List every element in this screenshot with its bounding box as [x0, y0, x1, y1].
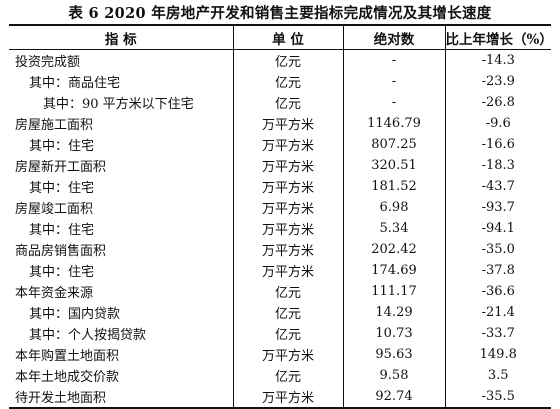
- row-indicator: 其中：商品住宅: [29, 76, 121, 91]
- row-unit: 万平方米: [232, 239, 343, 260]
- row-indicator: 房屋施工面积: [15, 118, 94, 133]
- row-absolute: 92.74: [342, 386, 445, 408]
- row-growth: -16.6: [444, 134, 551, 155]
- table-row: 其中：住宅 万平方米 5.34 -94.1: [9, 218, 551, 239]
- row-growth: -35.0: [444, 239, 551, 260]
- row-indicator: 其中：国内贷款: [29, 307, 121, 322]
- row-growth: -93.7: [444, 197, 551, 218]
- row-unit: 亿元: [232, 92, 343, 113]
- row-absolute: 202.42: [342, 239, 445, 260]
- row-indicator: 其中：住宅: [29, 181, 95, 196]
- table-row: 房屋施工面积 万平方米 1146.79 -9.6: [9, 113, 551, 134]
- row-unit: 万平方米: [232, 155, 343, 176]
- row-unit: 万平方米: [232, 197, 343, 218]
- header-row: 指 标 单 位 绝对数 比上年增长（%）: [9, 25, 551, 50]
- row-unit: 亿元: [232, 323, 343, 344]
- table-title: 表 6 2020 年房地产开发和销售主要指标完成情况及其增长速度: [68, 5, 492, 22]
- table-row: 其中：个人按揭贷款 亿元 10.73 -33.7: [9, 323, 551, 344]
- row-growth: -43.7: [444, 176, 551, 197]
- row-indicator: 其中：90 平方米以下住宅: [43, 97, 194, 112]
- header-absolute: 绝对数: [342, 25, 445, 50]
- row-absolute: 5.34: [342, 218, 445, 239]
- header-indicator: 指 标: [9, 25, 233, 50]
- row-absolute: 6.98: [342, 197, 445, 218]
- row-unit: 万平方米: [232, 113, 343, 134]
- row-absolute: 807.25: [342, 134, 445, 155]
- real-estate-table: 指 标 单 位 绝对数 比上年增长（%） 投资完成额 亿元 - -14.3 其中：商品住…: [9, 24, 551, 409]
- row-growth: -94.1: [444, 218, 551, 239]
- row-absolute: 14.29: [342, 302, 445, 323]
- row-indicator: 投资完成额: [15, 55, 81, 70]
- row-indicator: 其中：住宅: [29, 223, 95, 238]
- table-row: 其中：90 平方米以下住宅 亿元 - -26.8: [9, 92, 551, 113]
- row-indicator: 其中：个人按揭贷款: [29, 328, 147, 343]
- row-unit: 亿元: [232, 302, 343, 323]
- row-growth: -36.6: [444, 281, 551, 302]
- row-absolute: 9.58: [342, 365, 445, 386]
- row-indicator: 商品房销售面积: [15, 244, 107, 259]
- row-absolute: -: [342, 49, 445, 71]
- row-absolute: 181.52: [342, 176, 445, 197]
- row-growth: -18.3: [444, 155, 551, 176]
- row-indicator: 待开发土地面积: [15, 391, 107, 406]
- row-indicator: 本年资金来源: [15, 286, 94, 301]
- row-absolute: 1146.79: [342, 113, 445, 134]
- row-indicator: 其中：住宅: [29, 139, 95, 154]
- header-growth: 比上年增长（%）: [444, 25, 551, 50]
- row-growth: -14.3: [444, 49, 551, 71]
- header-unit: 单 位: [232, 25, 343, 50]
- row-unit: 亿元: [232, 49, 343, 71]
- table-row: 其中：住宅 万平方米 807.25 -16.6: [9, 134, 551, 155]
- row-unit: 万平方米: [232, 344, 343, 365]
- row-unit: 万平方米: [232, 386, 343, 408]
- row-growth: -21.4: [444, 302, 551, 323]
- table-body: 投资完成额 亿元 - -14.3 其中：商品住宅 亿元 - -23.9 其中：90 平方米以下住…: [9, 49, 551, 408]
- row-absolute: -: [342, 71, 445, 92]
- row-absolute: -: [342, 92, 445, 113]
- row-absolute: 320.51: [342, 155, 445, 176]
- row-growth: -35.5: [444, 386, 551, 408]
- table-row: 商品房销售面积 万平方米 202.42 -35.0: [9, 239, 551, 260]
- row-absolute: 111.17: [342, 281, 445, 302]
- row-unit: 亿元: [232, 365, 343, 386]
- row-unit: 万平方米: [232, 260, 343, 281]
- row-unit: 万平方米: [232, 134, 343, 155]
- table-row: 其中：商品住宅 亿元 - -23.9: [9, 71, 551, 92]
- table-row: 投资完成额 亿元 - -14.3: [9, 49, 551, 71]
- table-row: 本年购置土地面积 万平方米 95.63 149.8: [9, 344, 551, 365]
- row-growth: -37.8: [444, 260, 551, 281]
- row-unit: 亿元: [232, 281, 343, 302]
- row-unit: 万平方米: [232, 176, 343, 197]
- row-indicator: 其中：住宅: [29, 265, 95, 280]
- row-unit: 万平方米: [232, 218, 343, 239]
- table-row: 待开发土地面积 万平方米 92.74 -35.5: [9, 386, 551, 408]
- row-indicator: 房屋新开工面积: [15, 160, 107, 175]
- row-absolute: 95.63: [342, 344, 445, 365]
- row-unit: 亿元: [232, 71, 343, 92]
- table-row: 本年资金来源 亿元 111.17 -36.6: [9, 281, 551, 302]
- table-row: 其中：国内贷款 亿元 14.29 -21.4: [9, 302, 551, 323]
- row-indicator: 本年土地成交价款: [15, 370, 120, 385]
- table-row: 其中：住宅 万平方米 174.69 -37.8: [9, 260, 551, 281]
- row-absolute: 174.69: [342, 260, 445, 281]
- row-growth: -33.7: [444, 323, 551, 344]
- table-row: 其中：住宅 万平方米 181.52 -43.7: [9, 176, 551, 197]
- table-row: 房屋竣工面积 万平方米 6.98 -93.7: [9, 197, 551, 218]
- row-indicator: 房屋竣工面积: [15, 202, 94, 217]
- table-row: 房屋新开工面积 万平方米 320.51 -18.3: [9, 155, 551, 176]
- row-indicator: 本年购置土地面积: [15, 349, 120, 364]
- table-row: 本年土地成交价款 亿元 9.58 3.5: [9, 365, 551, 386]
- row-growth: -23.9: [444, 71, 551, 92]
- row-absolute: 10.73: [342, 323, 445, 344]
- row-growth: 3.5: [444, 365, 551, 386]
- row-growth: -9.6: [444, 113, 551, 134]
- row-growth: 149.8: [444, 344, 551, 365]
- row-growth: -26.8: [444, 92, 551, 113]
